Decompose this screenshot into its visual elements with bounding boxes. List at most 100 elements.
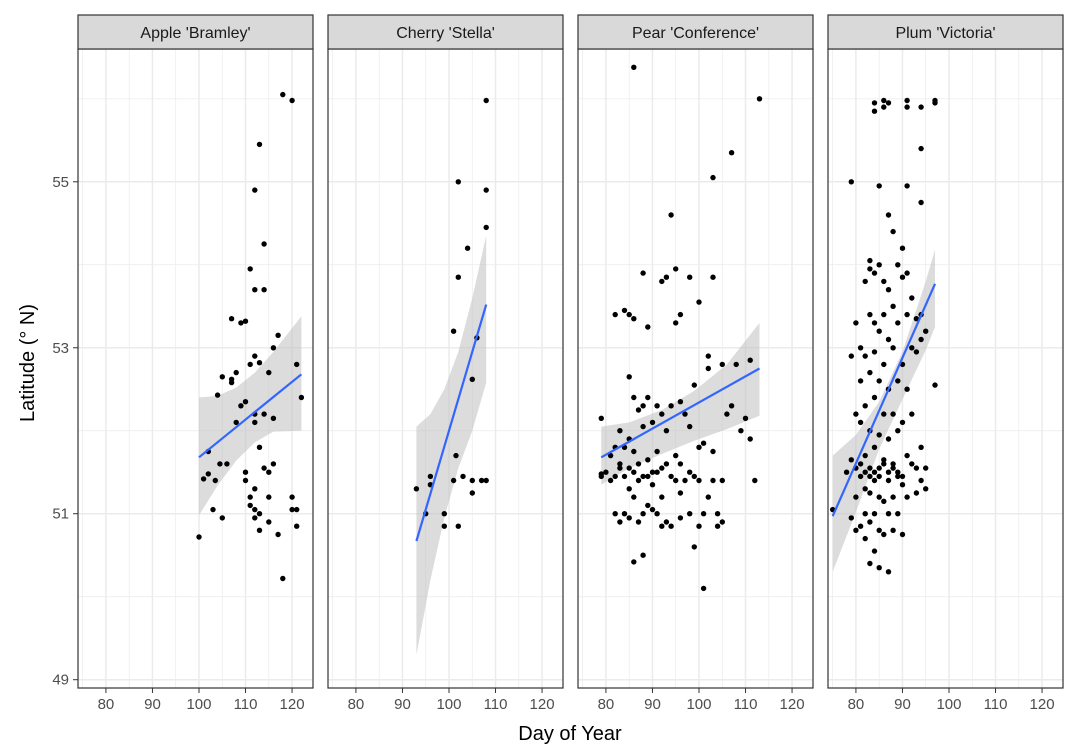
data-point — [654, 403, 660, 409]
trend-line — [198, 373, 303, 459]
data-point — [649, 506, 656, 513]
data-point — [626, 515, 632, 521]
data-point — [899, 274, 906, 280]
data-point — [261, 287, 267, 293]
data-point — [256, 527, 263, 533]
data-point — [687, 423, 693, 430]
data-point — [635, 461, 642, 467]
x-tick-label: 80 — [348, 696, 365, 713]
data-point — [881, 311, 887, 318]
trend-line — [831, 283, 937, 517]
data-point — [853, 527, 859, 533]
x-tick-label: 110 — [984, 696, 1008, 713]
data-point — [621, 307, 628, 314]
data-point — [659, 278, 665, 285]
data-point — [631, 469, 637, 475]
data-point — [266, 369, 272, 376]
data-point — [876, 494, 882, 500]
data-point — [862, 486, 868, 492]
data-point — [640, 552, 646, 558]
data-point — [881, 531, 887, 538]
data-point — [867, 257, 873, 264]
facet-strip — [327, 14, 564, 50]
data-point — [895, 320, 901, 326]
data-point — [677, 311, 684, 318]
data-point — [252, 287, 258, 293]
x-tick-label: 120 — [530, 696, 555, 713]
data-point — [899, 419, 906, 426]
data-point — [252, 353, 258, 359]
data-point — [857, 345, 864, 351]
data-point — [876, 378, 882, 384]
data-point — [483, 477, 489, 484]
data-point — [871, 349, 878, 355]
data-point — [705, 353, 711, 359]
data-point — [862, 469, 868, 475]
data-point — [876, 183, 882, 189]
data-point — [210, 506, 216, 513]
data-point — [885, 212, 892, 218]
data-point — [261, 241, 267, 247]
data-point — [217, 461, 223, 467]
data-point — [862, 452, 868, 459]
data-point — [626, 374, 632, 380]
data-point — [645, 457, 651, 463]
data-point — [659, 465, 665, 471]
data-point — [904, 104, 910, 110]
data-point — [607, 477, 614, 484]
data-point — [478, 477, 485, 484]
data-point — [876, 473, 882, 480]
data-point — [635, 407, 642, 413]
data-point — [441, 523, 447, 529]
data-point — [867, 560, 873, 567]
data-point — [705, 365, 711, 372]
data-point — [668, 212, 674, 218]
y-tick-label: 55 — [52, 174, 69, 191]
x-tick-label: 90 — [144, 696, 161, 713]
data-point — [904, 311, 910, 318]
data-point — [252, 506, 258, 513]
data-point — [710, 274, 716, 280]
data-point — [756, 96, 763, 102]
data-point — [617, 465, 623, 471]
data-point — [205, 471, 211, 477]
data-point — [853, 320, 859, 326]
data-point — [659, 494, 665, 500]
data-point — [899, 245, 906, 251]
data-point — [631, 559, 637, 565]
data-point — [631, 64, 637, 71]
data-point — [621, 511, 628, 517]
x-axis-title: Day of Year — [518, 723, 622, 745]
data-point — [450, 477, 457, 484]
data-point — [469, 376, 475, 382]
data-point — [275, 332, 281, 338]
data-point — [871, 469, 878, 475]
data-point — [710, 174, 716, 181]
data-point — [899, 482, 906, 488]
data-point — [645, 473, 651, 480]
data-point — [242, 477, 249, 484]
data-point — [885, 477, 892, 484]
data-point — [289, 97, 295, 104]
data-point — [853, 411, 859, 417]
data-point — [691, 473, 697, 480]
data-point — [714, 523, 721, 529]
data-point — [677, 399, 684, 405]
data-point — [895, 473, 901, 480]
data-point — [682, 477, 688, 484]
data-point — [909, 295, 915, 301]
trend-line — [415, 304, 488, 542]
data-point — [848, 353, 854, 359]
data-point — [640, 403, 646, 409]
facet-strip — [577, 14, 814, 50]
data-point — [895, 262, 901, 268]
data-point — [742, 415, 749, 421]
data-point — [700, 511, 707, 517]
data-point — [252, 515, 258, 521]
data-point — [659, 411, 665, 417]
data-point — [876, 465, 882, 471]
data-point — [621, 473, 628, 480]
x-tick-label: 110 — [734, 696, 758, 713]
data-point — [696, 444, 702, 450]
x-tick-label: 120 — [280, 696, 305, 713]
